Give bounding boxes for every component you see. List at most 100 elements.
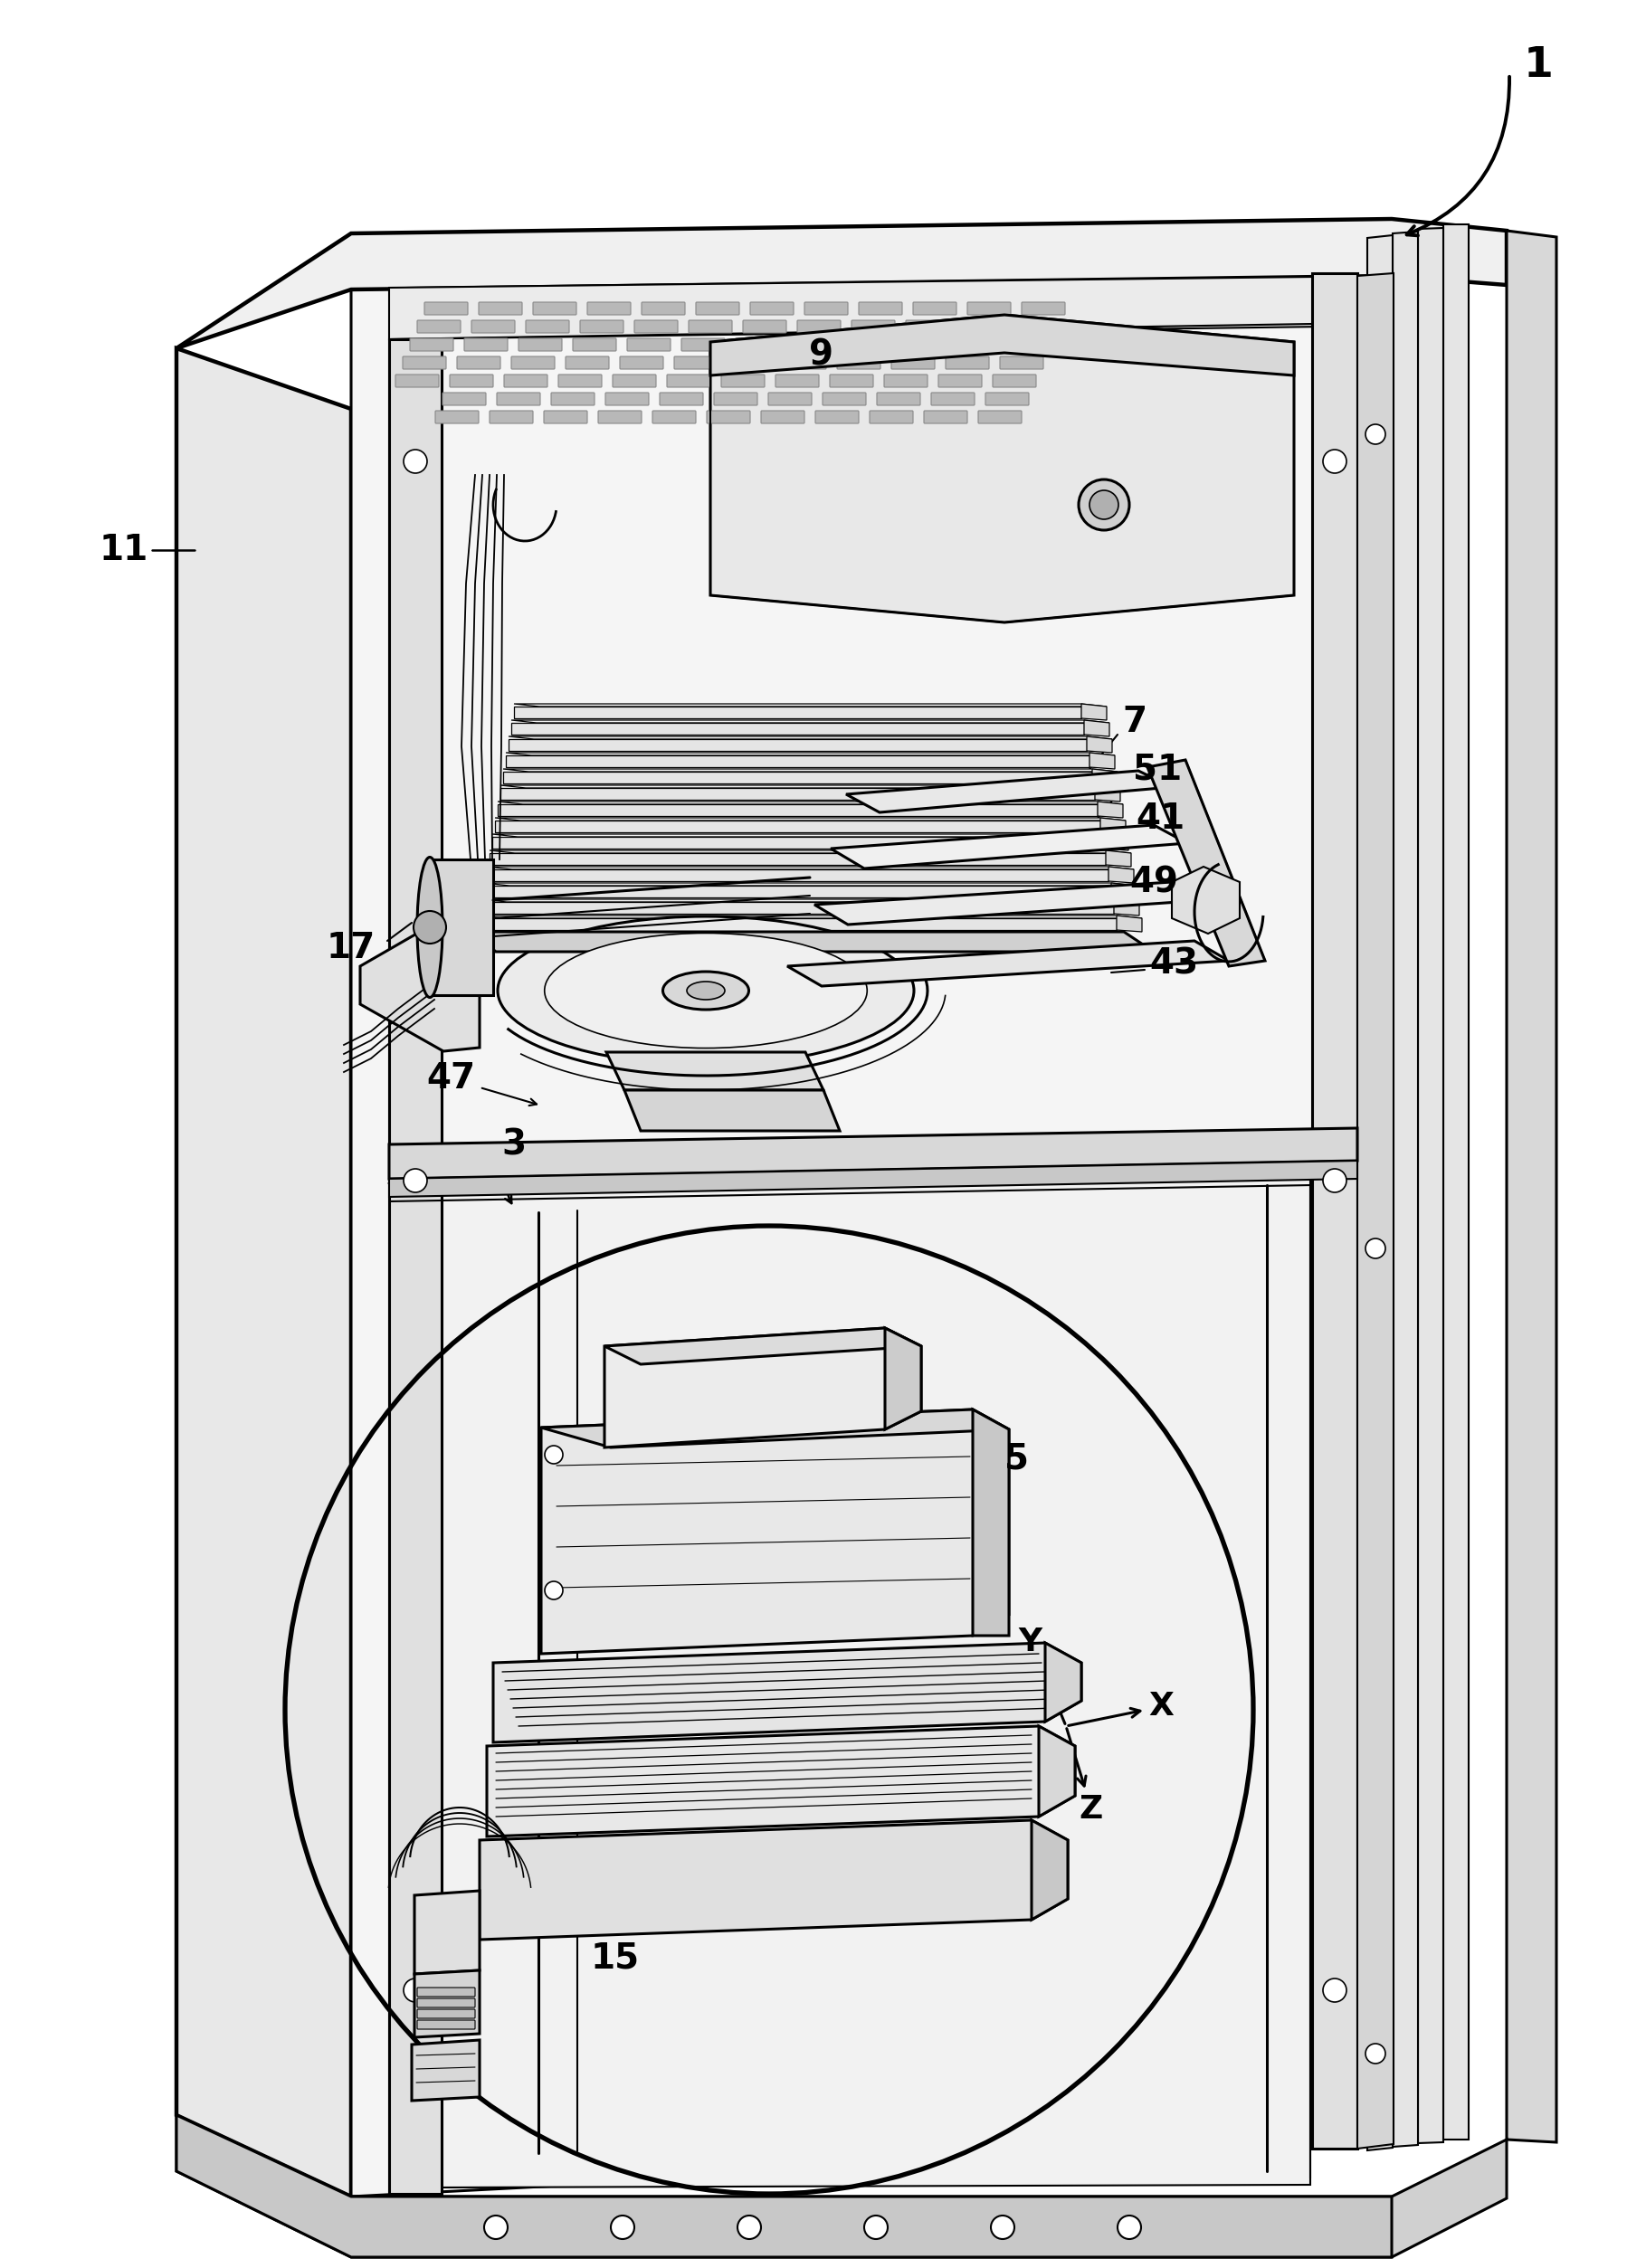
Text: 9: 9 [809, 338, 835, 372]
Text: X: X [1149, 1692, 1173, 1721]
FancyBboxPatch shape [443, 392, 486, 406]
Polygon shape [1082, 703, 1106, 721]
FancyBboxPatch shape [830, 374, 874, 388]
Polygon shape [415, 1971, 480, 2037]
FancyBboxPatch shape [490, 411, 534, 424]
FancyBboxPatch shape [417, 320, 460, 333]
Ellipse shape [687, 982, 724, 1000]
FancyBboxPatch shape [735, 338, 779, 352]
FancyBboxPatch shape [1014, 320, 1058, 333]
Circle shape [485, 2216, 508, 2239]
FancyBboxPatch shape [859, 302, 903, 315]
FancyBboxPatch shape [613, 374, 656, 388]
FancyBboxPatch shape [851, 320, 895, 333]
Circle shape [1323, 1168, 1347, 1193]
Text: 17: 17 [327, 930, 376, 966]
Circle shape [1090, 490, 1118, 519]
FancyBboxPatch shape [688, 320, 732, 333]
Polygon shape [486, 866, 1134, 869]
FancyBboxPatch shape [652, 411, 696, 424]
FancyBboxPatch shape [953, 338, 996, 352]
Polygon shape [625, 1091, 840, 1132]
Polygon shape [176, 2116, 1391, 2257]
Polygon shape [1045, 1642, 1082, 1721]
Text: 41: 41 [1136, 801, 1184, 837]
Polygon shape [514, 703, 1106, 708]
FancyBboxPatch shape [410, 338, 454, 352]
Polygon shape [495, 819, 1126, 821]
FancyBboxPatch shape [815, 411, 859, 424]
Polygon shape [711, 315, 1293, 376]
Polygon shape [503, 771, 1092, 782]
FancyBboxPatch shape [449, 374, 493, 388]
FancyBboxPatch shape [620, 356, 664, 370]
FancyBboxPatch shape [626, 338, 670, 352]
Text: Z: Z [1079, 1794, 1103, 1826]
Polygon shape [1311, 272, 1357, 2148]
FancyBboxPatch shape [526, 320, 569, 333]
Circle shape [403, 449, 428, 474]
FancyBboxPatch shape [558, 374, 602, 388]
Polygon shape [493, 837, 1103, 848]
FancyBboxPatch shape [714, 392, 758, 406]
FancyBboxPatch shape [667, 374, 711, 388]
FancyBboxPatch shape [898, 338, 942, 352]
FancyBboxPatch shape [776, 374, 818, 388]
FancyBboxPatch shape [472, 320, 514, 333]
Polygon shape [605, 1329, 921, 1365]
Polygon shape [1419, 229, 1443, 2143]
FancyBboxPatch shape [883, 374, 927, 388]
FancyBboxPatch shape [761, 411, 804, 424]
Polygon shape [542, 1408, 1009, 1653]
Polygon shape [415, 1892, 480, 1973]
Polygon shape [1087, 737, 1113, 753]
Circle shape [1323, 449, 1347, 474]
FancyBboxPatch shape [543, 411, 587, 424]
FancyBboxPatch shape [587, 302, 631, 315]
Polygon shape [509, 737, 1113, 739]
Circle shape [991, 2216, 1014, 2239]
Ellipse shape [417, 857, 443, 998]
FancyBboxPatch shape [674, 356, 718, 370]
Polygon shape [472, 932, 1154, 953]
Ellipse shape [498, 916, 914, 1064]
Circle shape [403, 1168, 428, 1193]
Circle shape [545, 1445, 563, 1463]
FancyBboxPatch shape [436, 411, 478, 424]
FancyBboxPatch shape [906, 320, 949, 333]
FancyBboxPatch shape [534, 302, 576, 315]
FancyBboxPatch shape [519, 338, 561, 352]
FancyBboxPatch shape [931, 392, 975, 406]
Polygon shape [509, 739, 1087, 751]
Circle shape [864, 2216, 888, 2239]
Polygon shape [506, 755, 1090, 767]
FancyBboxPatch shape [566, 356, 608, 370]
Circle shape [610, 2216, 635, 2239]
FancyBboxPatch shape [581, 320, 623, 333]
FancyBboxPatch shape [706, 411, 750, 424]
Polygon shape [1111, 882, 1137, 898]
FancyBboxPatch shape [729, 356, 771, 370]
Polygon shape [1100, 819, 1126, 835]
Polygon shape [1098, 801, 1123, 819]
Polygon shape [480, 1821, 1067, 1939]
FancyBboxPatch shape [504, 374, 547, 388]
FancyBboxPatch shape [960, 320, 1004, 333]
Polygon shape [389, 277, 1391, 340]
FancyBboxPatch shape [804, 302, 848, 315]
Polygon shape [511, 721, 1110, 723]
FancyBboxPatch shape [457, 356, 501, 370]
FancyBboxPatch shape [402, 356, 446, 370]
FancyBboxPatch shape [869, 411, 913, 424]
Polygon shape [1038, 1726, 1075, 1817]
FancyBboxPatch shape [768, 392, 812, 406]
FancyBboxPatch shape [892, 356, 936, 370]
Circle shape [1118, 2216, 1141, 2239]
FancyBboxPatch shape [511, 356, 555, 370]
Polygon shape [430, 860, 493, 996]
Polygon shape [498, 801, 1123, 805]
FancyBboxPatch shape [659, 392, 703, 406]
Polygon shape [441, 1177, 1310, 2186]
FancyBboxPatch shape [721, 374, 765, 388]
FancyBboxPatch shape [682, 338, 724, 352]
